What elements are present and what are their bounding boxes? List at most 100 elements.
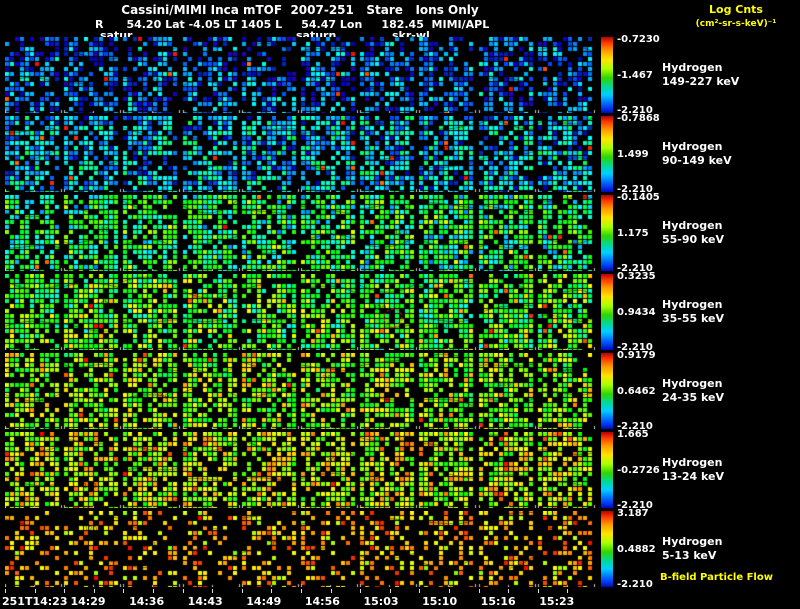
colorbar-min-label: -2.210 (617, 579, 653, 590)
skymap-strip (5, 274, 597, 350)
energy-band-label: Hydrogen 149-227 keV (662, 61, 739, 89)
time-axis: 251T14:23 14:29 14:36 14:43 14:49 14:56 15:03 1… (0, 589, 800, 609)
skymap-strip (5, 511, 597, 587)
species-label: Hydrogen (662, 140, 723, 153)
time-tick-label: 15:23 (539, 595, 575, 608)
energy-range-label: 24-35 keV (662, 391, 725, 404)
energy-band-label: Hydrogen 24-35 keV (662, 377, 724, 405)
axis-tick (331, 589, 332, 593)
colorbar-min-label: -2.210 (617, 105, 653, 116)
axis-tick (479, 589, 480, 593)
colorbar-min-label: -2.210 (617, 184, 653, 195)
axis-tick (35, 589, 36, 593)
species-label: Hydrogen (662, 219, 723, 232)
axis-tick (64, 589, 65, 593)
energy-row: 0.9179 0.6462 -2.210 Hydrogen 24-35 keV (0, 350, 800, 432)
page-title: Cassini/MIMI Inca mTOF 2007-251 Stare Io… (121, 3, 479, 17)
colorbar-mid-label: 0.4882 (617, 544, 656, 555)
orbit-info-line: R 54.20 Lat -4.05 LT 1405 L 54.47 Lon 18… (95, 18, 490, 31)
species-label: Hydrogen (662, 535, 723, 548)
colorbar (601, 195, 613, 271)
colorbar-max-label: -0.1405 (617, 192, 660, 203)
colorbar-max-label: -0.7868 (617, 113, 660, 124)
energy-row: 0.3235 0.9434 -2.210 Hydrogen 35-55 keV (0, 271, 800, 353)
colorbar-max-label: 1.665 (617, 429, 649, 440)
energy-range-label: 149-227 keV (662, 75, 740, 88)
axis-tick (183, 589, 184, 593)
colorbar-max-label: -0.7230 (617, 34, 660, 45)
colorbar (601, 116, 613, 192)
energy-band-label: Hydrogen 13-24 keV (662, 456, 724, 484)
axis-tick (360, 589, 361, 593)
axis-tick (5, 589, 6, 593)
energy-range-label: 35-55 keV (662, 312, 725, 325)
energy-row: -0.7230 -1.467 -2.210 Hydrogen 149-227 k… (0, 34, 800, 116)
colorbar-mid-label: 0.6462 (617, 386, 656, 397)
colorbar-max-label: 3.187 (617, 508, 649, 519)
species-label: Hydrogen (662, 298, 723, 311)
skymap-strip (5, 353, 597, 429)
spectrogram-rows: -0.7230 -1.467 -2.210 Hydrogen 149-227 k… (0, 34, 800, 590)
colorbar-mid-label: 0.9434 (617, 307, 656, 318)
colorbar-max-label: 0.3235 (617, 271, 656, 282)
energy-row: 3.187 0.4882 -2.210 Hydrogen 5-13 keV (0, 508, 800, 590)
axis-tick (301, 589, 302, 593)
time-tick-label: 14:56 (304, 595, 340, 608)
colorbar-mid-label: -1.467 (617, 70, 653, 81)
species-label: Hydrogen (662, 61, 723, 74)
time-tick-label: 14:49 (246, 595, 282, 608)
skymap-strip (5, 116, 597, 192)
log-counts-label: Log Cnts (709, 3, 763, 16)
colorbar-mid-label: 1.175 (617, 228, 649, 239)
colorbar-min-label: -2.210 (617, 342, 653, 353)
skymap-strip (5, 432, 597, 508)
energy-band-label: Hydrogen 90-149 keV (662, 140, 732, 168)
colorbar-min-label: -2.210 (617, 421, 653, 432)
bfield-particle-flow-note: B-field Particle Flow (660, 572, 773, 583)
colorbar-min-label: -2.210 (617, 500, 653, 511)
energy-row: -0.1405 1.175 -2.210 Hydrogen 55-90 keV (0, 192, 800, 274)
colorbar (601, 511, 613, 587)
time-tick-label: 251T14:23 (2, 595, 68, 608)
colorbar (601, 274, 613, 350)
axis-tick (538, 589, 539, 593)
colorbar (601, 432, 613, 508)
species-label: Hydrogen (662, 456, 723, 469)
axis-tick (419, 589, 420, 593)
axis-tick (212, 589, 213, 593)
skymap-strip (5, 37, 597, 113)
colorbar (601, 353, 613, 429)
time-tick-label: 15:03 (363, 595, 399, 608)
skymap-strip (5, 195, 597, 271)
axis-tick (449, 589, 450, 593)
colorbar-mid-label: 1.499 (617, 149, 649, 160)
colorbar-units-label: Log Cnts (cm²-sr-s-keV)⁻¹ (676, 3, 796, 29)
energy-band-label: Hydrogen 55-90 keV (662, 219, 724, 247)
energy-range-label: 5-13 keV (662, 549, 717, 562)
colorbar-min-label: -2.210 (617, 263, 653, 274)
energy-band-label: Hydrogen 35-55 keV (662, 298, 724, 326)
energy-range-label: 90-149 keV (662, 154, 732, 167)
time-tick-label: 15:16 (480, 595, 516, 608)
time-tick-label: 14:36 (129, 595, 165, 608)
axis-tick (123, 589, 124, 593)
energy-range-label: 55-90 keV (662, 233, 725, 246)
axis-tick (271, 589, 272, 593)
energy-row: -0.7868 1.499 -2.210 Hydrogen 90-149 keV (0, 113, 800, 195)
axis-tick (153, 589, 154, 593)
axis-tick (242, 589, 243, 593)
time-tick-label: 15:10 (422, 595, 458, 608)
axis-tick (390, 589, 391, 593)
axis-tick (508, 589, 509, 593)
colorbar-max-label: 0.9179 (617, 350, 656, 361)
energy-row: 1.665 -0.2726 -2.210 Hydrogen 13-24 keV (0, 429, 800, 511)
axis-tick (94, 589, 95, 593)
time-tick-label: 14:29 (70, 595, 106, 608)
energy-range-label: 13-24 keV (662, 470, 725, 483)
units-formula-label: (cm²-sr-s-keV)⁻¹ (695, 19, 777, 29)
colorbar (601, 37, 613, 113)
colorbar-mid-label: -0.2726 (617, 465, 660, 476)
axis-tick (567, 589, 568, 593)
energy-band-label: Hydrogen 5-13 keV (662, 535, 722, 563)
